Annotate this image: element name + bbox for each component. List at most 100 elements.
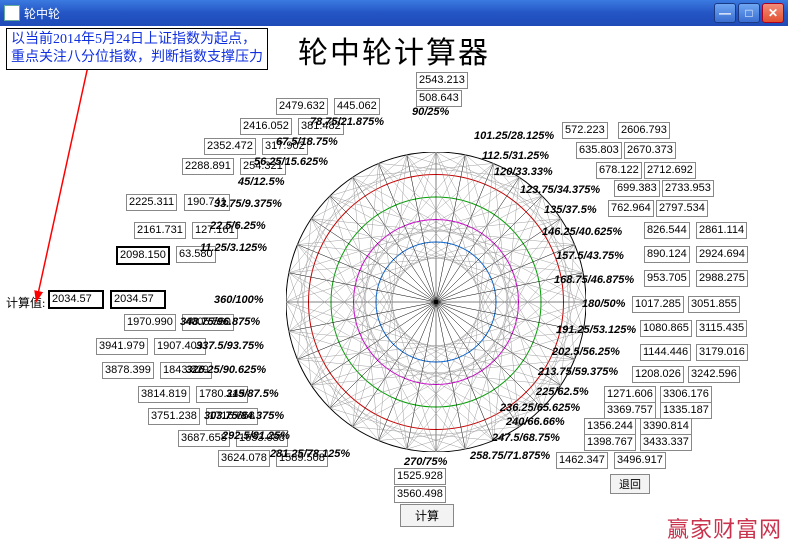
degree-label: 168.75/46.875% xyxy=(554,274,634,286)
tooltip-box: 以当前2014年5月24日上证指数为起点， 重点关注八分位指数，判断指数支撑压力 xyxy=(6,28,268,70)
value-cell: 3390.814 xyxy=(640,418,692,435)
value-cell: 3242.596 xyxy=(688,366,740,383)
degree-label: 78.75/21.875% xyxy=(310,116,384,128)
degree-label: 225/62.5% xyxy=(536,386,589,398)
calc-value-a[interactable]: 2034.57 xyxy=(48,290,104,309)
window-title: 轮中轮 xyxy=(24,5,60,22)
value-cell: 2606.793 xyxy=(618,122,670,139)
degree-label: 270/75% xyxy=(404,456,447,468)
maximize-button[interactable]: □ xyxy=(738,3,760,23)
degree-label: 303.75/84.375% xyxy=(204,410,284,422)
degree-label: 348.75/96.875% xyxy=(180,316,260,328)
value-cell: 2861.114 xyxy=(696,222,747,239)
value-cell: 826.544 xyxy=(644,222,690,239)
value-cell: 953.705 xyxy=(644,270,690,287)
degree-label: 33.75/9.375% xyxy=(214,198,282,210)
value-cell: 2161.731 xyxy=(134,222,186,239)
value-cell: 2797.534 xyxy=(656,200,708,217)
value-cell: 3941.979 xyxy=(96,338,148,355)
value-cell: 2416.052 xyxy=(240,118,292,135)
value-cell: 2288.891 xyxy=(182,158,234,175)
value-cell: 1144.446 xyxy=(640,344,691,361)
tooltip-line: 重点关注八分位指数，判断指数支撑压力 xyxy=(11,50,263,65)
watermark: 赢家财富网 xyxy=(667,512,782,544)
degree-label: 56.25/15.625% xyxy=(254,156,328,168)
value-cell: 2712.692 xyxy=(644,162,696,179)
value-cell: 2924.694 xyxy=(696,246,748,263)
degree-label: 120/33.33% xyxy=(494,166,553,178)
degree-label: 337.5/93.75% xyxy=(196,340,264,352)
degree-label: 123.75/34.375% xyxy=(520,184,600,196)
value-cell: 3369.757 xyxy=(604,402,656,419)
value-cell: 1017.285 xyxy=(632,296,684,313)
value-cell: 1970.990 xyxy=(124,314,176,331)
value-cell: 3751.238 xyxy=(148,408,200,425)
degree-label: 180/50% xyxy=(582,298,625,310)
value-cell: 3433.337 xyxy=(640,434,692,451)
degree-label: 360/100% xyxy=(214,294,264,306)
value-cell: 2479.632 xyxy=(276,98,328,115)
value-cell: 3496.917 xyxy=(614,452,666,469)
value-cell: 2670.373 xyxy=(624,142,676,159)
value-cell: 699.383 xyxy=(614,180,660,197)
degree-label: 258.75/71.875% xyxy=(470,450,550,462)
value-cell: 3179.016 xyxy=(696,344,748,361)
degree-label: 101.25/28.125% xyxy=(474,130,554,142)
value-cell: 2352.472 xyxy=(204,138,256,155)
degree-label: 191.25/53.125% xyxy=(556,324,636,336)
degree-label: 315/87.5% xyxy=(226,388,279,400)
degree-label: 22.5/6.25% xyxy=(210,220,266,232)
minimize-button[interactable]: — xyxy=(714,3,736,23)
tooltip-line: 以当前2014年5月24日上证指数为起点， xyxy=(11,32,256,47)
value-cell: 1335.187 xyxy=(660,402,712,419)
degree-label: 45/12.5% xyxy=(238,176,284,188)
value-cell: 3624.078 xyxy=(218,450,270,467)
value-cell: 2733.953 xyxy=(662,180,714,197)
degree-label: 292.5/81.25% xyxy=(222,430,290,442)
value-cell: 3115.435 xyxy=(696,320,747,337)
value-cell: 445.062 xyxy=(334,98,380,115)
value-cell: 508.643 xyxy=(416,90,462,107)
value-cell: 2225.311 xyxy=(126,194,177,211)
degree-label: 67.5/18.75% xyxy=(276,136,338,148)
value-cell: 2098.150 xyxy=(116,246,170,265)
value-cell: 2988.275 xyxy=(696,270,748,287)
value-cell: 3814.819 xyxy=(138,386,190,403)
value-cell: 3051.855 xyxy=(688,296,740,313)
client-area: 轮中轮计算器 以当前2014年5月24日上证指数为起点， 重点关注八分位指数，判… xyxy=(0,26,788,548)
degree-label: 247.5/68.75% xyxy=(492,432,560,444)
value-cell: 1080.865 xyxy=(640,320,692,337)
titlebar: 轮中轮 — □ ✕ xyxy=(0,0,788,26)
app-icon xyxy=(4,5,20,21)
calc-value-b[interactable]: 2034.57 xyxy=(110,290,166,309)
degree-label: 236.25/65.625% xyxy=(500,402,580,414)
value-cell: 1462.347 xyxy=(556,452,608,469)
back-button[interactable]: 退回 xyxy=(610,474,650,494)
value-cell: 3878.399 xyxy=(102,362,154,379)
close-button[interactable]: ✕ xyxy=(762,3,784,23)
degree-label: 213.75/59.375% xyxy=(538,366,618,378)
value-cell: 2543.213 xyxy=(416,72,468,89)
value-cell: 1208.026 xyxy=(632,366,684,383)
degree-label: 11.25/3.125% xyxy=(200,242,267,254)
degree-label: 281.25/78.125% xyxy=(270,448,350,460)
degree-label: 240/66.66% xyxy=(506,416,565,428)
degree-label: 135/37.5% xyxy=(544,204,597,216)
calc-value-label: 计算值: xyxy=(6,294,45,311)
value-cell: 678.122 xyxy=(596,162,642,179)
value-cell: 1271.606 xyxy=(604,386,656,403)
value-cell: 3560.498 xyxy=(394,486,446,503)
degree-label: 146.25/40.625% xyxy=(542,226,622,238)
degree-label: 157.5/43.75% xyxy=(556,250,624,262)
degree-label: 202.5/56.25% xyxy=(552,346,620,358)
value-cell: 1398.767 xyxy=(584,434,636,451)
value-cell: 3306.176 xyxy=(660,386,712,403)
degree-label: 326.25/90.625% xyxy=(186,364,266,376)
calc-button[interactable]: 计算 xyxy=(400,504,454,527)
value-cell: 1525.928 xyxy=(394,468,446,485)
value-cell: 890.124 xyxy=(644,246,690,263)
value-cell: 1356.244 xyxy=(584,418,636,435)
degree-label: 112.5/31.25% xyxy=(482,150,549,162)
degree-label: 90/25% xyxy=(412,106,449,118)
value-cell: 762.964 xyxy=(608,200,654,217)
